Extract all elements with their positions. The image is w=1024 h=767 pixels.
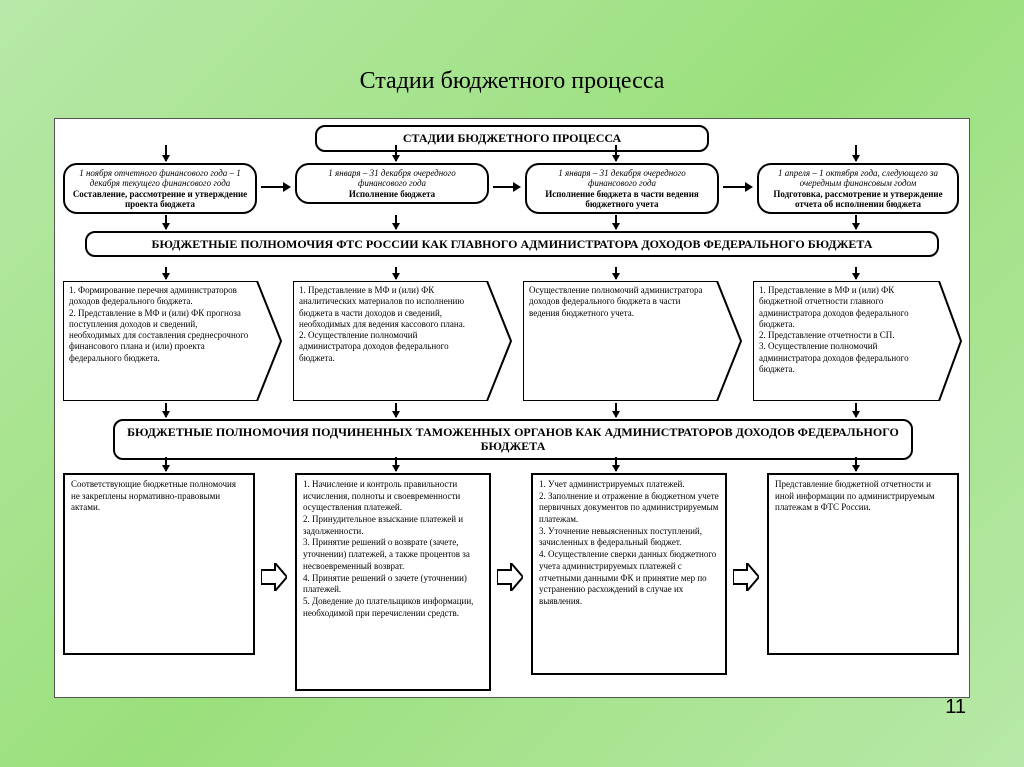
- stage-2: 1 января – 31 декабря очередного финансо…: [295, 163, 489, 204]
- arrow-right-icon: [723, 180, 753, 194]
- mid-header-2-text: БЮДЖЕТНЫЕ ПОЛНОМОЧИЯ ПОДЧИНЕННЫХ ТАМОЖЕН…: [127, 425, 899, 453]
- stage-3: 1 января – 31 декабря очередного финансо…: [525, 163, 719, 214]
- fts-text: 1. Представление в МФ и (или) ФК бюджетн…: [759, 285, 935, 375]
- arrow-down: [855, 403, 857, 417]
- arrow-down: [165, 403, 167, 417]
- fts-text: Осуществление полномочий администратора …: [529, 285, 711, 319]
- arrow-right-icon: [261, 180, 291, 194]
- arrow-down: [615, 457, 617, 471]
- arrow-down: [855, 267, 857, 279]
- stage-4: 1 апреля – 1 октября года, следующего за…: [757, 163, 959, 214]
- page-number: 11: [945, 696, 966, 719]
- sub-box-3: 1. Учет администрируемых платежей. 2. За…: [531, 473, 727, 675]
- slide-title: Стадии бюджетного процесса: [0, 68, 1024, 95]
- sub-box-4: Представление бюджетной отчетности и ино…: [767, 473, 959, 655]
- sub-box-2: 1. Начисление и контроль правильности ис…: [295, 473, 491, 691]
- block-arrow-right-icon: [497, 563, 523, 591]
- arrow-down: [395, 215, 397, 229]
- fts-text: 1. Представление в МФ и (или) ФК аналити…: [299, 285, 481, 364]
- stage-date: 1 ноября отчетного финансового года – 1 …: [71, 168, 249, 189]
- arrow-down: [615, 215, 617, 229]
- arrow-down: [395, 403, 397, 417]
- arrow-down: [165, 215, 167, 229]
- mid-header-2: БЮДЖЕТНЫЕ ПОЛНОМОЧИЯ ПОДЧИНЕННЫХ ТАМОЖЕН…: [113, 419, 913, 460]
- arrow-down: [615, 403, 617, 417]
- block-arrow-right-icon: [733, 563, 759, 591]
- mid-header-1: БЮДЖЕТНЫЕ ПОЛНОМОЧИЯ ФТС РОССИИ КАК ГЛАВ…: [85, 231, 939, 257]
- arrow-down: [165, 267, 167, 279]
- arrow-down: [855, 145, 857, 161]
- block-arrow-right-icon: [261, 563, 287, 591]
- stage-bold: Исполнение бюджета в части ведения бюдже…: [533, 189, 711, 210]
- stage-1: 1 ноября отчетного финансового года – 1 …: [63, 163, 257, 214]
- fts-text: 1. Формирование перечня администраторов …: [69, 285, 251, 364]
- stage-bold: Составление, рассмотрение и утверждение …: [71, 189, 249, 210]
- stage-date: 1 января – 31 декабря очередного финансо…: [533, 168, 711, 189]
- arrow-down: [615, 145, 617, 161]
- top-header: СТАДИИ БЮДЖЕТНОГО ПРОЦЕССА: [315, 125, 709, 152]
- stage-date: 1 января – 31 декабря очередного финансо…: [303, 168, 481, 189]
- arrow-right-icon: [493, 180, 521, 194]
- fts-box-3: Осуществление полномочий администратора …: [523, 281, 743, 401]
- arrow-down: [165, 145, 167, 161]
- fts-box-4: 1. Представление в МФ и (или) ФК бюджетн…: [753, 281, 963, 401]
- arrow-down: [395, 267, 397, 279]
- stage-date: 1 апреля – 1 октября года, следующего за…: [765, 168, 951, 189]
- arrow-down: [615, 267, 617, 279]
- stage-bold: Исполнение бюджета: [303, 189, 481, 199]
- arrow-down: [855, 215, 857, 229]
- stage-bold: Подготовка, рассмотрение и утверждение о…: [765, 189, 951, 210]
- arrow-down: [165, 457, 167, 471]
- mid-header-1-text: БЮДЖЕТНЫЕ ПОЛНОМОЧИЯ ФТС РОССИИ КАК ГЛАВ…: [152, 237, 873, 251]
- fts-box-1: 1. Формирование перечня администраторов …: [63, 281, 283, 401]
- sub-box-1: Соответствующие бюджетные полномочия не …: [63, 473, 255, 655]
- fts-box-2: 1. Представление в МФ и (или) ФК аналити…: [293, 281, 513, 401]
- arrow-down: [395, 145, 397, 161]
- diagram-frame: СТАДИИ БЮДЖЕТНОГО ПРОЦЕССА 1 ноября отче…: [54, 118, 970, 698]
- arrow-down: [395, 457, 397, 471]
- arrow-down: [855, 457, 857, 471]
- top-header-text: СТАДИИ БЮДЖЕТНОГО ПРОЦЕССА: [403, 131, 621, 145]
